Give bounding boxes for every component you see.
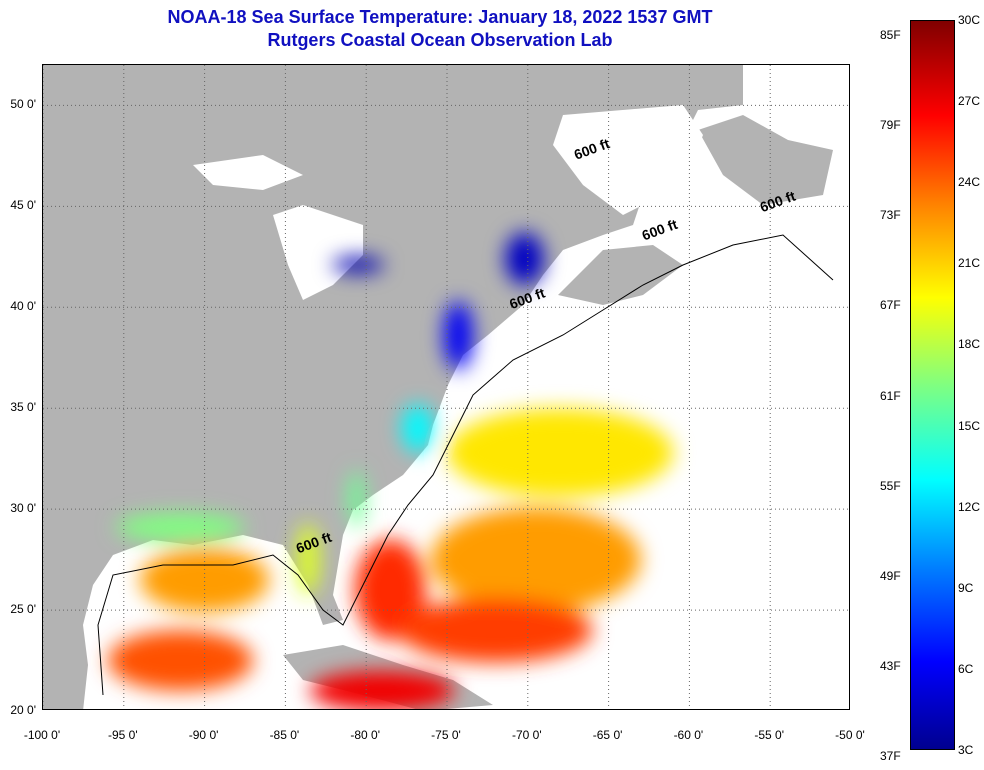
longitude-tick-label: -50 0' xyxy=(835,728,865,742)
colorbar-celsius-label: 9C xyxy=(958,580,974,595)
longitude-tick-label: -55 0' xyxy=(754,728,785,742)
colorbar-celsius-label: 6C xyxy=(958,661,974,676)
longitude-tick-label: -75 0' xyxy=(431,728,461,742)
st-lawrence-gulf xyxy=(553,105,703,215)
colorbar-fahrenheit-label: 85F xyxy=(880,28,901,43)
colorbar-celsius-label: 27C xyxy=(958,94,981,109)
longitude-tick-label: -85 0' xyxy=(269,728,300,742)
longitude-tick-label: -65 0' xyxy=(592,728,623,742)
colorbar-fahrenheit-label: 37F xyxy=(880,749,901,763)
sst-region-mid-atlantic-shelf xyxy=(443,301,473,370)
nova-scotia-land xyxy=(558,245,683,305)
latitude-tick-label: 45 0' xyxy=(10,198,36,213)
latitude-tick-label: 50 0' xyxy=(10,97,36,112)
sst-region-sargasso-north xyxy=(447,408,674,498)
latitude-tick-label: 40 0' xyxy=(10,299,36,314)
graticule xyxy=(43,65,849,709)
longitude-tick-label: -60 0' xyxy=(673,728,704,742)
colorbar-celsius-label: 18C xyxy=(958,337,981,352)
longitude-tick-label: -90 0' xyxy=(188,728,219,742)
sst-region-lake-erie-cold xyxy=(332,256,384,273)
sst-region-caribbean-north xyxy=(309,670,456,709)
colorbar-fahrenheit-label: 61F xyxy=(880,388,901,403)
sst-region-cape-hatteras-coast xyxy=(401,404,435,453)
colorbar-fahrenheit-label: 67F xyxy=(880,298,901,313)
latitude-tick-label: 20 0' xyxy=(10,703,36,717)
colorbar-celsius-label: 24C xyxy=(958,175,981,190)
sst-map: 600 ft 600 ft 600 ft 600 ft 600 ft xyxy=(42,64,850,710)
map-title: NOAA-18 Sea Surface Temperature: January… xyxy=(167,7,713,27)
colorbar-fahrenheit-label: 73F xyxy=(880,208,901,223)
colorbar-fahrenheit-label: 55F xyxy=(880,478,901,493)
lake-superior xyxy=(193,155,303,190)
map-subtitle: Rutgers Coastal Ocean Observation Lab xyxy=(267,30,613,50)
colorbar-celsius-label: 30C xyxy=(958,13,981,27)
longitude-tick-label: -80 0' xyxy=(350,728,381,742)
lake-michigan-huron xyxy=(273,205,363,300)
north-america-land xyxy=(43,65,743,709)
latitude-tick-label: 30 0' xyxy=(10,501,36,516)
colorbar-fahrenheit-label: 49F xyxy=(880,568,901,583)
temperature-colorbar xyxy=(910,20,955,750)
colorbar-celsius-label: 21C xyxy=(958,256,981,271)
sst-region-bahamas-atlantic xyxy=(398,597,593,663)
colorbar-fahrenheit-label: 79F xyxy=(880,118,901,133)
latitude-tick-label: 35 0' xyxy=(10,400,36,415)
latitude-tick-label: 25 0' xyxy=(10,602,36,617)
colorbar-celsius-label: 3C xyxy=(958,743,974,757)
sst-region-gulf-nw-shelf xyxy=(115,513,245,542)
colorbar-celsius-label: 15C xyxy=(958,418,981,433)
sst-region-georgia-shelf xyxy=(348,470,365,528)
sst-region-west-florida-shelf xyxy=(296,523,320,596)
longitude-tick-label: -100 0' xyxy=(23,728,61,742)
newfoundland-land xyxy=(698,115,833,205)
longitude-tick-label: -95 0' xyxy=(107,728,138,742)
colorbar-fahrenheit-label: 43F xyxy=(880,658,901,673)
sst-region-gulf-south xyxy=(107,630,254,691)
isobath-600ft xyxy=(97,234,834,696)
sst-region-sargasso-south xyxy=(430,507,641,613)
colorbar-celsius-label: 12C xyxy=(958,499,981,514)
sst-region-gulf-maine-cold xyxy=(505,232,544,286)
isobath-label: 600 ft xyxy=(640,216,680,244)
longitude-tick-label: -70 0' xyxy=(511,728,542,742)
